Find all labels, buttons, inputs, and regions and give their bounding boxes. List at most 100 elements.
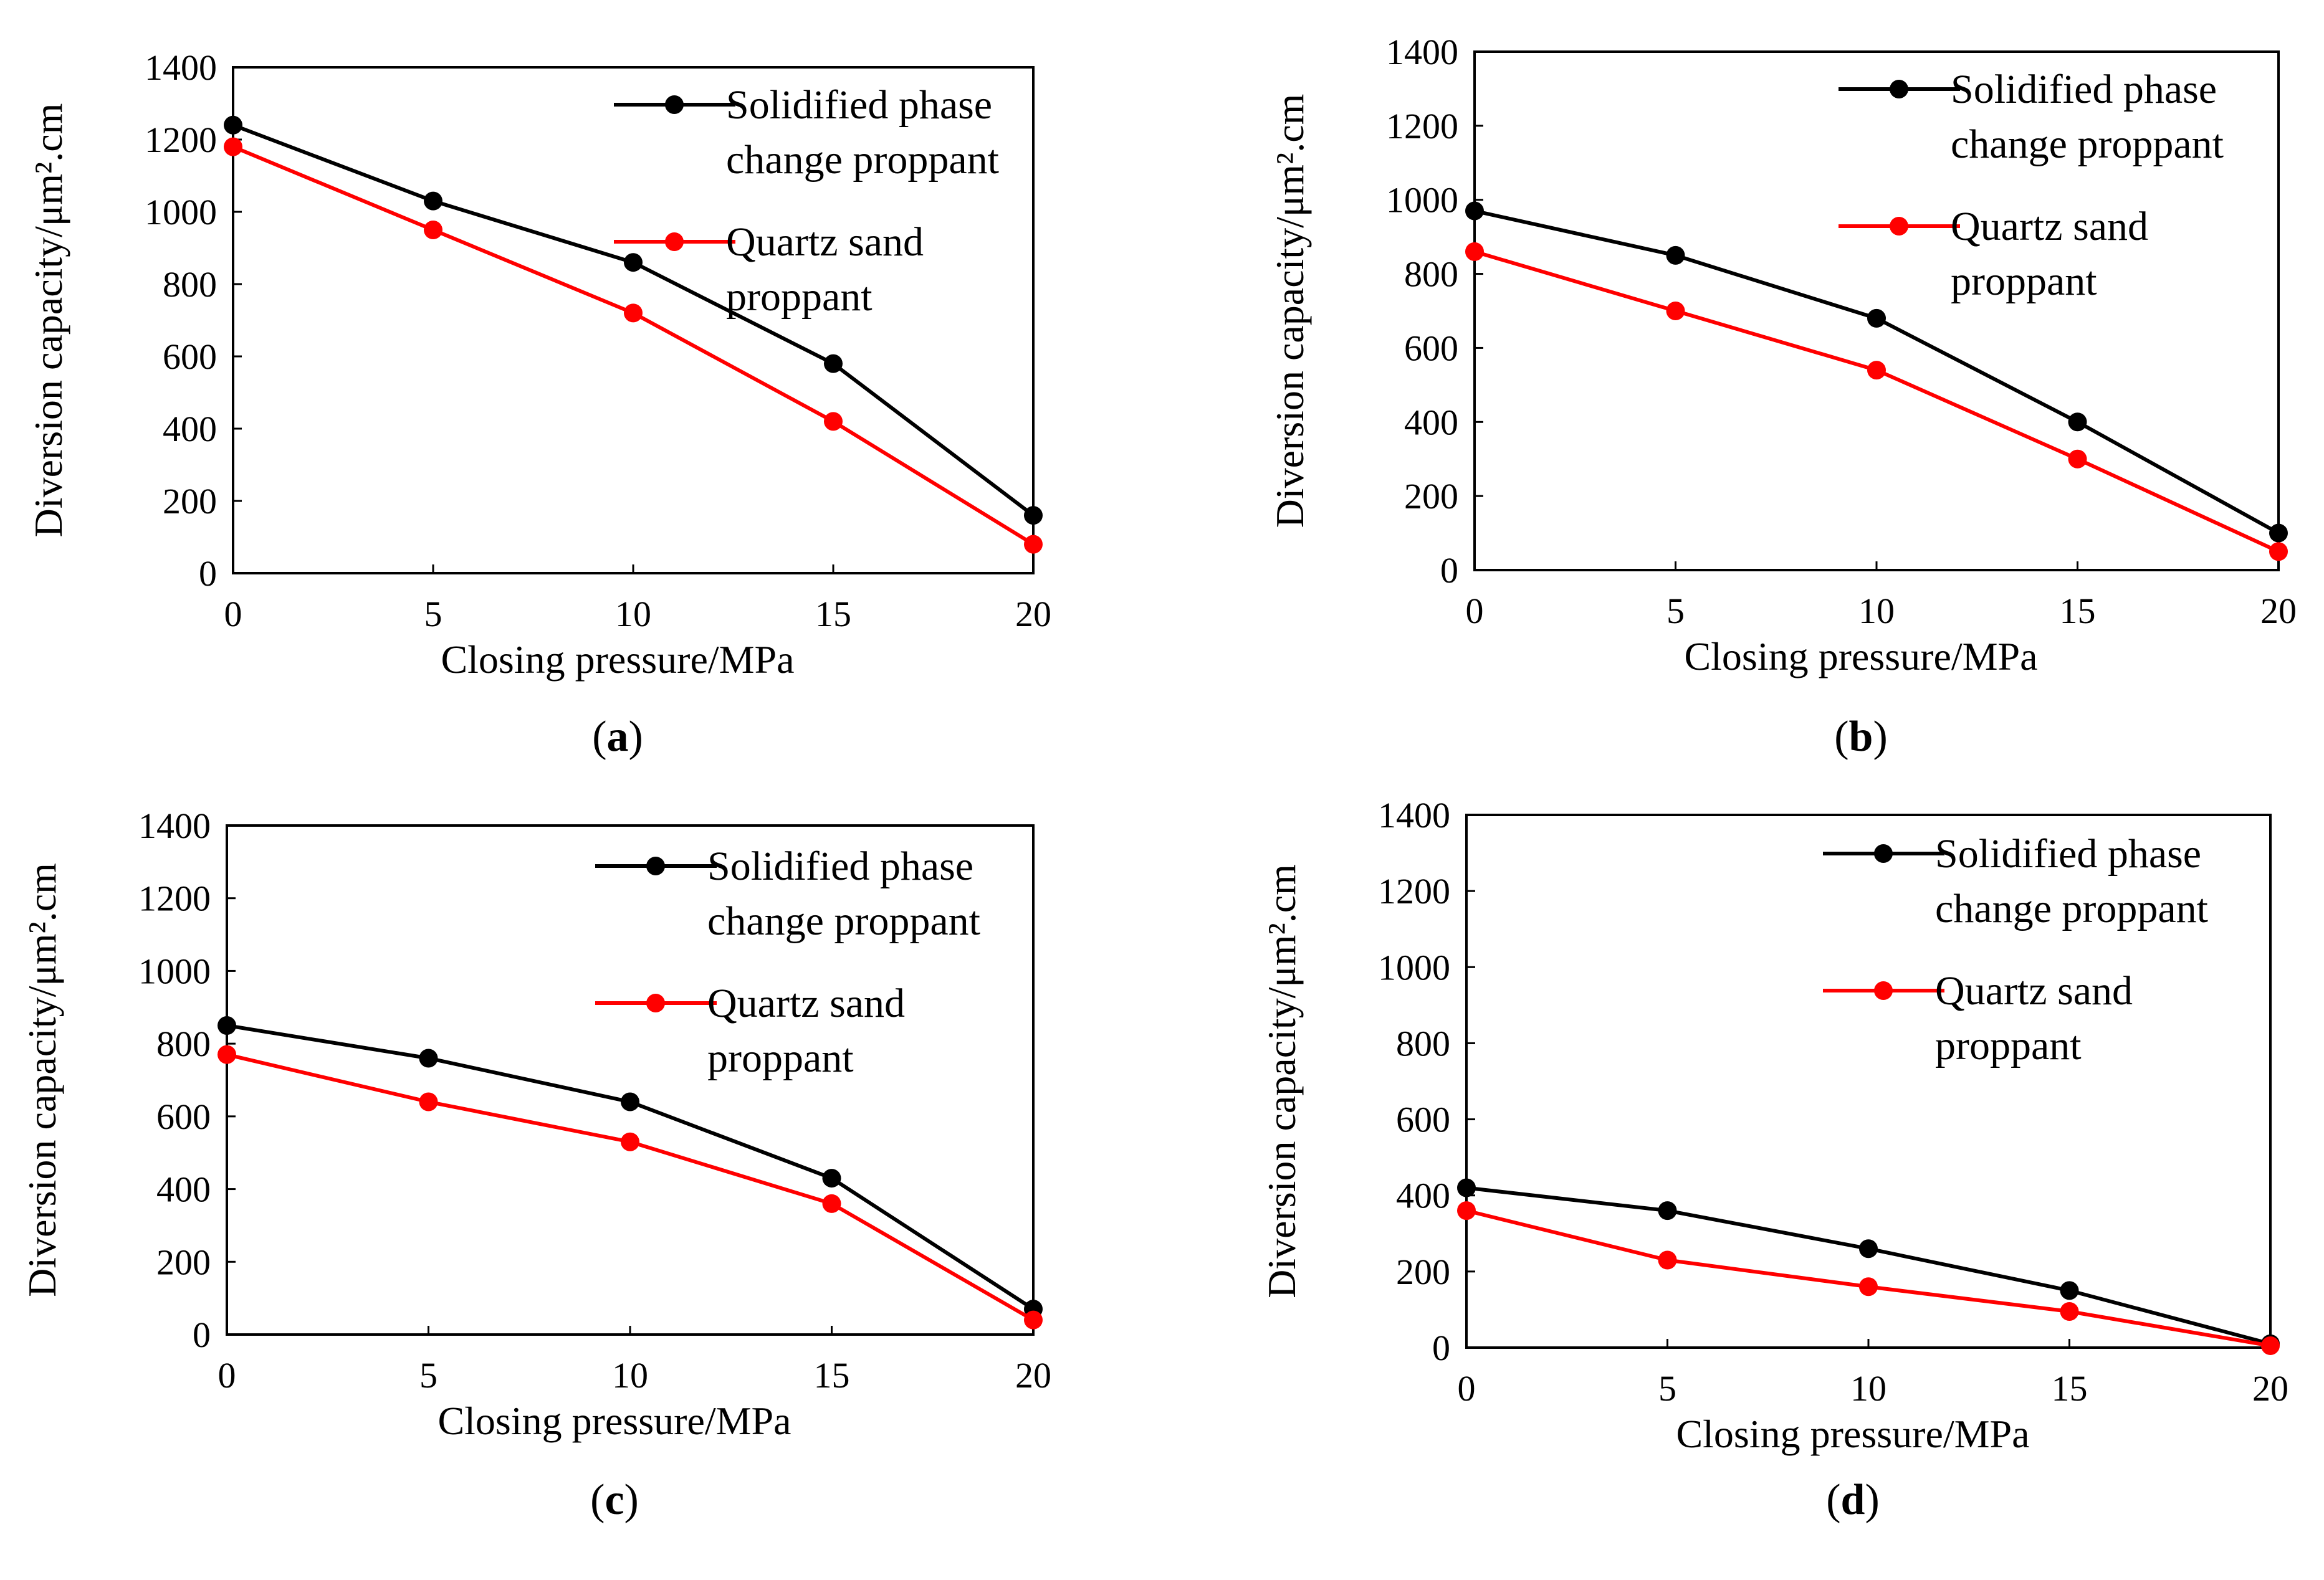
data-point-quartz [1859,1277,1878,1297]
legend-label: Solidified phase [1935,831,2201,877]
data-point-quartz [1465,242,1484,261]
data-point-solidified [218,1016,236,1035]
x-tick-label: 20 [1015,594,1051,634]
y-axis-label: Diversion capacity/μm².cm [1260,864,1304,1298]
series-line-solidified [1466,1186,2271,1346]
data-point-solidified [1666,245,1685,265]
y-tick-label: 0 [199,553,217,594]
data-point-quartz [1658,1250,1677,1270]
x-tick-label: 20 [2260,591,2297,631]
x-tick-label: 10 [615,594,651,634]
y-axis-label: Diversion capacity/μm².cm [1268,94,1312,528]
legend-label: proppant [1935,1023,2082,1068]
panel-caption: (c) [590,1476,639,1524]
legend-swatch-marker [665,232,684,251]
legend-swatch-marker [1874,981,1893,1000]
legend-label: proppant [1951,259,2097,304]
legend-label: proppant [726,274,873,320]
data-point-solidified [419,1049,438,1068]
x-axis-label: Closing pressure/MPa [438,1399,791,1443]
data-point-solidified [1465,201,1484,221]
x-tick-label: 10 [612,1355,648,1396]
x-tick-label: 0 [1466,591,1484,631]
legend-label: change proppant [1935,886,2208,931]
x-tick-label: 0 [218,1355,236,1396]
data-point-solidified [1658,1201,1677,1221]
legend-label: proppant [707,1035,854,1081]
y-tick-label: 1200 [145,120,217,160]
data-point-quartz [624,303,643,323]
x-tick-label: 15 [2060,591,2096,631]
data-point-quartz [1024,535,1043,554]
legend-label: Quartz sand [707,981,905,1026]
y-tick-label: 600 [163,336,217,377]
chart-panel-c: 0 200 400 600 800 1000 1200 1400 0 5 10 15 20 Closing… [20,806,1051,1524]
x-tick-label: 15 [2052,1368,2088,1409]
x-tick-label: 0 [1458,1368,1476,1409]
legend-label: Solidified phase [1951,67,2217,112]
y-tick-label: 1400 [1378,795,1450,835]
legend-swatch-marker [665,95,684,114]
y-tick-label: 1000 [1378,947,1450,988]
data-point-quartz [2261,1336,2280,1355]
y-tick-label: 1400 [138,806,211,846]
panel-caption: (a) [592,713,643,761]
y-tick-label: 400 [156,1169,211,1210]
y-tick-label: 200 [156,1242,211,1282]
chart-panel-b: 0 200 400 600 800 1000 1200 1400 0 5 10 15 20 Closing… [1268,32,2297,761]
data-point-quartz [822,1194,841,1213]
data-point-solidified [2060,1281,2079,1300]
y-tick-label: 600 [156,1097,211,1137]
data-point-quartz [419,1092,438,1111]
data-point-solidified [624,253,643,272]
legend-entry-quartz: Quartz sand proppant [1823,968,2133,1068]
y-tick-label: 800 [1404,254,1458,295]
data-point-quartz [2269,542,2288,561]
data-point-solidified [1859,1239,1878,1259]
legend-entry-quartz: Quartz sand proppant [1839,204,2148,304]
data-point-quartz [424,221,442,239]
y-tick-label: 1000 [138,951,211,991]
series-line-quartz [1474,250,2280,554]
data-point-solidified [424,191,442,211]
legend-entry-quartz: Quartz sand proppant [614,219,924,320]
x-tick-label: 10 [1858,591,1895,631]
legend-label: Quartz sand [1951,204,2148,249]
legend-swatch-marker [646,994,665,1012]
data-point-quartz [824,412,843,431]
data-point-solidified [1457,1178,1476,1197]
legend-label: Quartz sand [726,219,924,265]
y-tick-label: 400 [163,409,217,449]
chart-panel-d: 0 200 400 600 800 1000 1200 1400 0 5 10 15 20 Closing… [1260,795,2288,1524]
y-tick-label: 600 [1404,328,1458,368]
data-point-solidified [2269,523,2288,543]
legend-entry-solidified: Solidified phase change proppant [614,82,999,183]
data-point-quartz [2068,449,2087,469]
y-tick-label: 1000 [145,192,217,232]
legend-label: Solidified phase [726,82,992,128]
x-tick-label: 0 [224,594,242,634]
x-tick-label: 5 [1658,1368,1676,1409]
y-axis-label: Diversion capacity/μm².cm [20,863,64,1297]
panel-caption: (b) [1834,713,1888,761]
data-point-quartz [224,137,242,156]
data-point-solidified [224,115,242,135]
y-tick-label: 0 [193,1315,211,1355]
y-tick-label: 1400 [1386,32,1458,72]
y-tick-label: 800 [1396,1023,1450,1064]
x-tick-label: 5 [424,594,442,634]
y-tick-label: 0 [1440,550,1458,591]
data-point-quartz [2060,1302,2079,1321]
legend-label: change proppant [707,898,980,944]
legend-entry-solidified: Solidified phase change proppant [1823,831,2208,931]
x-tick-label: 20 [2252,1368,2288,1409]
x-tick-label: 15 [815,594,851,634]
x-tick-label: 20 [1015,1355,1051,1396]
y-tick-label: 1200 [138,878,211,919]
data-point-solidified [621,1092,639,1111]
y-tick-label: 1200 [1386,106,1458,146]
data-point-quartz [1457,1201,1476,1221]
data-point-quartz [621,1132,639,1151]
y-tick-label: 800 [163,264,217,305]
y-tick-label: 800 [156,1024,211,1064]
